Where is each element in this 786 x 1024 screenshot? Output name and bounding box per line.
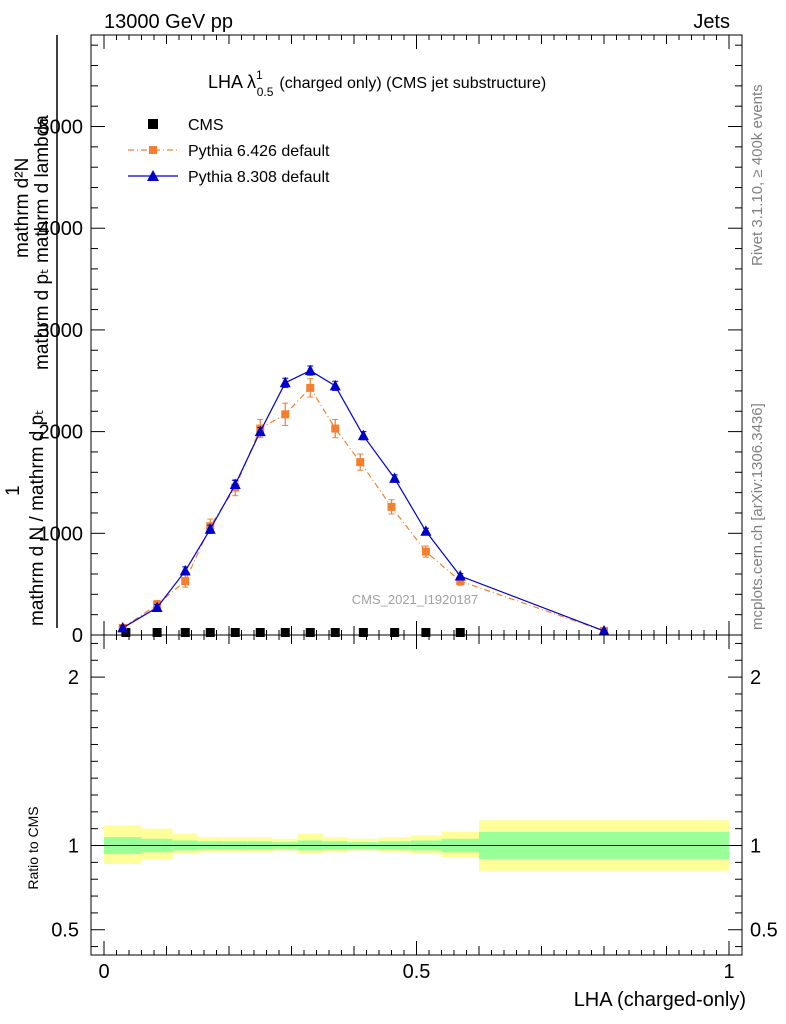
ratio-ytick-label-right: 1 (750, 836, 761, 858)
legend: CMS Pythia 6.426 default Pythia 8.308 de… (128, 117, 330, 186)
data-point-square (181, 577, 190, 586)
data-point-square (421, 547, 430, 556)
legend-marker-pythia8 (147, 170, 159, 181)
analysis-watermark: CMS_2021_I1920187 (352, 592, 479, 607)
data-point-triangle (304, 364, 316, 376)
ylabel-denominator: mathrm d N / mathrm d pₜ (27, 409, 48, 626)
data-point-triangle (229, 478, 241, 489)
chart-title: LHA λ1 0.5 (charged only) (CMS jet substru… (208, 68, 546, 99)
series-layer (117, 364, 610, 637)
ylabel-prefactor: 1 (3, 485, 24, 496)
x-tick-labels: 0 0.5 1 (98, 961, 734, 983)
data-point-square (280, 628, 290, 637)
main-ytick-label: 4000 (39, 218, 84, 240)
data-point-square (387, 502, 396, 511)
ratio-ytick-label-right: 2 (750, 667, 761, 689)
ylabel-numerator-line1: mathrm d²N (12, 158, 33, 258)
ratio-ylabel: Ratio to CMS (25, 806, 41, 889)
data-point-square (306, 383, 315, 392)
rivet-label: Rivet 3.1.10, ≥ 400k events (749, 84, 766, 266)
data-point-triangle (420, 525, 432, 536)
legend-item-pythia6: Pythia 6.426 default (128, 143, 330, 160)
data-point-triangle (179, 564, 191, 576)
data-point-square (230, 628, 240, 637)
data-point-triangle (598, 624, 610, 636)
data-point-square (152, 628, 162, 637)
main-ytick-label: 3000 (39, 320, 84, 342)
series-line-2 (122, 369, 605, 632)
header-left: 13000 GeV pp (104, 11, 233, 33)
y-axis-label: mathrm d²N mathrm d pₜ mathrm d lambda 1… (3, 35, 58, 628)
x-tick-label: 0 (98, 961, 109, 983)
legend-marker-pythia6 (149, 146, 157, 154)
header-right: Jets (693, 11, 730, 33)
data-point-triangle (454, 570, 466, 581)
ratio-panel: 0.5 0.51 12 2 0 0.5 1 Ratio to CMS LHA (charg… (25, 634, 778, 1011)
data-point-square (456, 577, 465, 586)
data-point-triangle (329, 379, 341, 391)
data-point-square (455, 628, 465, 637)
data-point-square (180, 628, 190, 637)
data-point-square (305, 628, 315, 637)
data-point-triangle (204, 523, 216, 534)
data-point-square (356, 458, 365, 467)
main-panel: 0 1000 2000 3000 4000 5000 LHA λ1 0.5 (charged … (3, 34, 743, 647)
x-tick-label: 0.5 (403, 961, 431, 983)
ratio-ytick-label: 1 (68, 836, 79, 858)
data-point-square (421, 628, 431, 637)
data-point-square (390, 628, 400, 637)
ratio-ticks (91, 635, 742, 955)
legend-label-pythia6: Pythia 6.426 default (188, 143, 330, 160)
legend-item-cms: CMS (148, 117, 224, 134)
data-point-triangle (389, 472, 401, 483)
data-point-triangle (117, 621, 129, 633)
data-point-square (255, 628, 265, 637)
ratio-ytick-labels: 0.5 0.5 1 1 2 2 (51, 667, 778, 942)
main-ytick-label: 0 (72, 625, 83, 647)
ratio-ytick-label-right: 0.5 (750, 920, 778, 942)
ratio-ytick-label: 2 (68, 667, 79, 689)
series-line-1 (122, 386, 605, 632)
data-point-triangle (151, 601, 163, 613)
ylabel-numerator-line2: mathrm d pₜ mathrm d lambda (32, 115, 53, 370)
legend-label-cms: CMS (188, 117, 224, 134)
legend-label-pythia8: Pythia 8.308 default (188, 169, 330, 186)
main-ytick-label: 5000 (39, 117, 84, 139)
mcplots-label: mcplots.cern.ch [arXiv:1306.3436] (749, 403, 766, 630)
data-point-triangle (254, 425, 266, 437)
legend-item-pythia8: Pythia 8.308 default (128, 169, 330, 186)
main-ytick-label: 2000 (39, 422, 84, 444)
data-point-square (205, 628, 215, 637)
data-point-square (281, 410, 290, 419)
data-point-square (121, 628, 131, 637)
main-ytick-label: 1000 (39, 523, 84, 545)
main-ticks (91, 35, 742, 636)
data-point-square (331, 424, 340, 433)
ratio-ytick-label: 0.5 (51, 920, 79, 942)
data-point-triangle (357, 429, 369, 441)
data-point-square (330, 628, 340, 637)
data-point-triangle (279, 376, 291, 388)
legend-marker-cms (148, 119, 158, 129)
ratio-frame (90, 634, 743, 956)
data-point-square (358, 628, 368, 637)
x-axis-label: LHA (charged-only) (574, 989, 746, 1011)
main-ytick-labels: 0 1000 2000 3000 4000 5000 (39, 117, 84, 647)
x-tick-label: 1 (723, 961, 734, 983)
